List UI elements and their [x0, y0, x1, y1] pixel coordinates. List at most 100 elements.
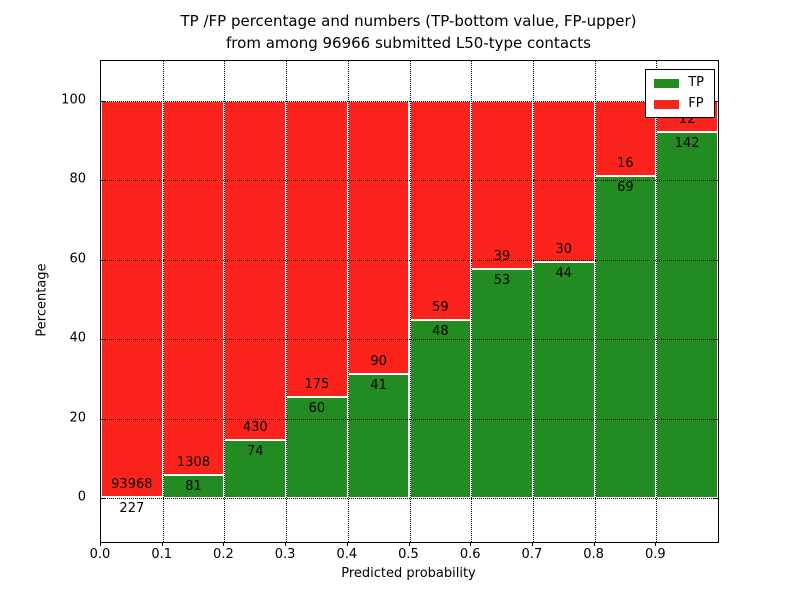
y-tick-label-0: 0	[77, 489, 86, 505]
fp-count-label-8: 16	[617, 155, 634, 171]
legend-row-fp: FP	[654, 97, 704, 111]
bar-segment-fp-7	[532, 100, 595, 262]
fp-count-label-1: 1308	[177, 455, 211, 471]
x-axis-label: Predicted probability	[341, 566, 476, 581]
fp-count-label-6: 39	[493, 249, 511, 265]
x-tick-label-2: 0.2	[213, 547, 234, 562]
tp-count-label-1: 81	[185, 479, 202, 495]
fp-count-label-3: 175	[304, 376, 330, 392]
bar-segment-fp-0	[101, 100, 163, 498]
v-gridline-3	[286, 61, 288, 542]
v-gridline-4	[347, 61, 349, 542]
x-tick-mark-2	[223, 542, 225, 546]
x-tick-mark-1	[161, 542, 163, 546]
y-tick-mark-3	[713, 259, 718, 261]
y-tick-mark-1	[101, 418, 106, 420]
x-tick-label-1: 0.1	[151, 547, 173, 562]
bar-segment-tp-9	[656, 131, 718, 499]
bar-segment-tp-6	[471, 269, 533, 499]
bar-segment-fp-4	[347, 100, 410, 374]
x-tick-mark-7	[531, 542, 533, 546]
tp-color-swatch	[654, 78, 680, 88]
x-tick-label-0: 0.0	[89, 547, 111, 562]
h-gridline-2	[101, 339, 718, 341]
tp-count-label-7: 44	[555, 265, 573, 281]
v-gridline-2	[224, 61, 226, 542]
x-tick-label-3: 0.3	[274, 547, 296, 562]
tp-count-label-3: 60	[308, 400, 326, 416]
bar-segment-fp-3	[286, 100, 348, 397]
bar-segment-fp-6	[471, 100, 533, 270]
legend: TP FP	[645, 69, 715, 118]
fp-count-label-2: 430	[242, 419, 268, 435]
chart-title-line2: from among 96966 submitted L50-type cont…	[226, 34, 591, 52]
x-tick-mark-8	[593, 542, 595, 546]
bar-segment-tp-5	[409, 319, 472, 499]
x-tick-label-7: 0.7	[521, 547, 543, 562]
fp-count-label-0: 93968	[111, 477, 153, 493]
bar-segment-fp-5	[409, 100, 472, 320]
legend-row-tp: TP	[654, 76, 704, 90]
y-tick-label-5: 100	[61, 92, 86, 108]
v-gridline-9	[656, 61, 658, 542]
y-tick-label-3: 60	[69, 251, 86, 267]
y-tick-mark-4	[713, 180, 718, 182]
legend-label-fp: FP	[688, 96, 704, 111]
tp-count-label-5: 48	[432, 323, 449, 339]
y-tick-mark-2	[101, 339, 106, 341]
fp-count-label-5: 59	[432, 299, 449, 315]
y-tick-mark-5	[713, 100, 718, 102]
x-tick-mark-9	[655, 542, 657, 546]
tp-count-label-6: 53	[493, 273, 511, 289]
x-tick-mark-4	[346, 542, 348, 546]
fp-count-label-7: 30	[555, 241, 573, 257]
tp-count-label-8: 69	[617, 179, 634, 195]
fp-color-swatch	[654, 99, 680, 109]
x-tick-label-8: 0.8	[583, 547, 604, 562]
x-tick-mark-6	[470, 542, 472, 546]
bar-segment-fp-1	[162, 100, 225, 476]
y-tick-label-1: 20	[69, 410, 86, 426]
x-tick-mark-5	[408, 542, 410, 546]
tp-count-label-0: 227	[119, 501, 145, 517]
v-gridline-5	[409, 61, 411, 542]
v-gridline-6	[471, 61, 473, 542]
y-tick-labels: 0 20 40 60 80 100	[50, 60, 94, 541]
tp-count-label-9: 142	[674, 135, 700, 151]
x-tick-mark-0	[100, 542, 101, 546]
y-tick-mark-0	[101, 498, 106, 500]
y-tick-mark-2	[713, 339, 718, 341]
y-tick-label-2: 40	[69, 330, 86, 346]
h-gridline-5	[101, 100, 718, 102]
fp-count-label-4: 90	[370, 353, 387, 369]
y-tick-mark-3	[101, 259, 106, 261]
v-gridline-7	[532, 61, 534, 542]
x-tick-label-4: 0.4	[336, 547, 358, 562]
y-tick-mark-5	[101, 100, 106, 102]
y-tick-mark-1	[713, 418, 718, 420]
y-axis-label: Percentage	[34, 263, 50, 337]
x-tick-label-6: 0.6	[459, 547, 481, 562]
y-tick-mark-0	[713, 498, 718, 500]
v-gridline-8	[594, 61, 596, 542]
plot-area: 93968 227 1308 81 430 74 175 60 90 41 59 48 39 53 30 44…	[100, 60, 719, 543]
tp-count-label-2: 74	[246, 443, 264, 459]
chart-title: TP /FP percentage and numbers (TP-bottom…	[100, 10, 717, 54]
x-tick-labels: 0.0 0.1 0.2 0.3 0.4 0.5 0.6 0.7 0.8 0.9	[90, 542, 717, 568]
h-gridline-3	[101, 259, 718, 261]
y-tick-label-4: 80	[69, 171, 86, 187]
v-gridline-1	[162, 61, 164, 542]
y-tick-mark-4	[101, 180, 106, 182]
bar-segment-tp-8	[594, 175, 657, 499]
bar-segment-fp-2	[224, 100, 287, 440]
h-gridline-0	[101, 498, 718, 500]
x-tick-mark-3	[285, 542, 287, 546]
chart-title-line1: TP /FP percentage and numbers (TP-bottom…	[180, 12, 637, 30]
h-gridline-1	[101, 418, 718, 420]
tp-count-label-4: 41	[370, 377, 387, 393]
x-tick-label-5: 0.5	[398, 547, 419, 562]
h-gridline-4	[101, 180, 718, 182]
x-tick-label-9: 0.9	[644, 547, 666, 562]
legend-label-tp: TP	[688, 75, 704, 90]
